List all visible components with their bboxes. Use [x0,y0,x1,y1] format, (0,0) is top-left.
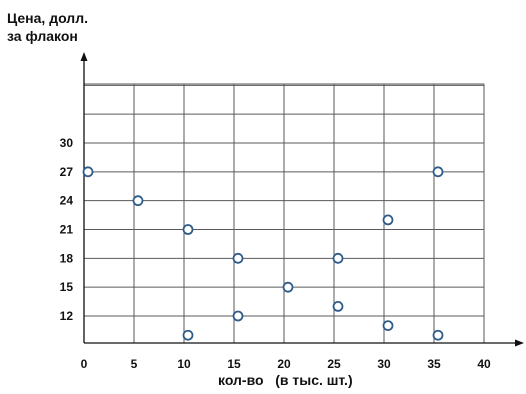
grid [84,83,485,343]
tick-labels: 0 5 10 15 20 25 30 35 40 12 15 18 21 24 27 30 [60,136,491,371]
data-point [382,214,394,226]
x-axis-title: кол-во (в тыс. шт.) [218,372,353,388]
x-tick-label: 30 [377,357,391,371]
data-point [432,166,444,178]
axes [80,52,524,347]
data-point [132,195,144,207]
y-tick-label: 15 [60,280,74,294]
x-tick-label: 35 [427,357,441,371]
data-point [182,224,194,235]
x-tick-label: 10 [177,357,191,371]
x-tick-label: 15 [227,357,241,371]
data-point [332,300,344,312]
data-point [232,252,244,264]
data-point [432,329,444,341]
data-point [382,320,394,332]
data-point [332,252,344,264]
x-tick-label: 5 [131,357,138,371]
y-tick-label: 21 [60,223,74,237]
data-point [182,329,194,341]
data-point [82,166,94,178]
y-tick-label: 18 [60,251,74,265]
data-point [232,310,244,322]
x-axis-arrow [515,339,524,347]
y-tick-label: 27 [60,165,74,179]
y-tick-label: 24 [60,194,74,208]
y-axis-arrow [80,52,88,61]
x-tick-label: 25 [327,357,341,371]
x-tick-label: 40 [477,357,491,371]
x-tick-label: 20 [277,357,291,371]
x-tick-label: 0 [81,357,88,371]
y-axis-title-line-2: за флакон [7,28,78,44]
y-axis-title-line-1: Цена, долл. [7,10,88,26]
y-tick-label: 12 [60,309,74,323]
data-points [82,166,444,341]
data-point [282,281,294,293]
y-tick-label: 30 [60,136,74,150]
